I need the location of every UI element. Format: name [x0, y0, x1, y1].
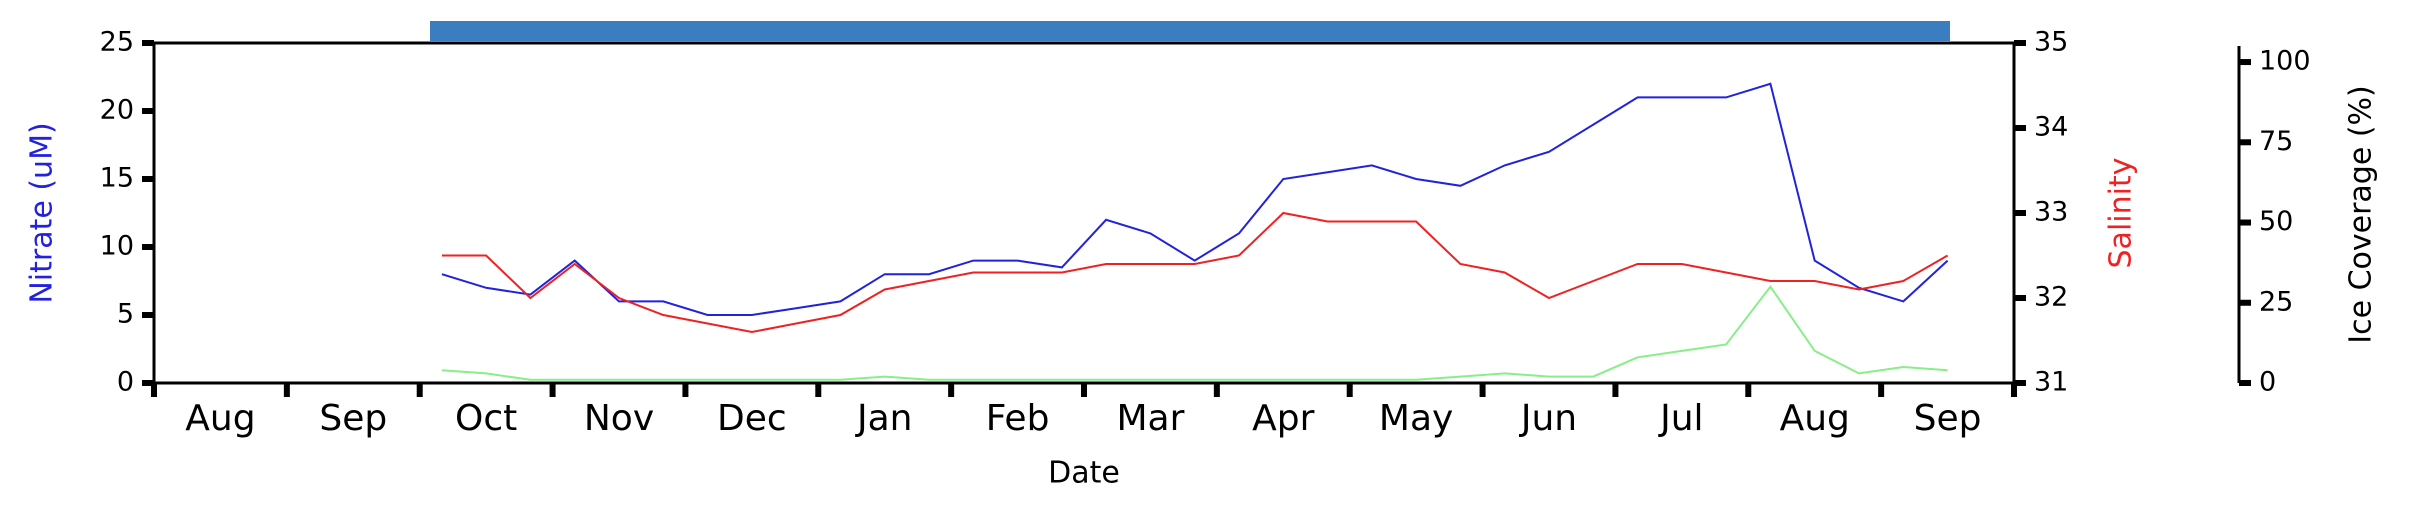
x-tick-label: Nov — [584, 398, 654, 439]
y2-tick-label: 31 — [2034, 367, 2068, 398]
series-line — [441, 211, 1949, 334]
y3-tick-label: 50 — [2259, 206, 2293, 237]
x-tick-label: Oct — [455, 398, 517, 439]
y-tick-label: 20 — [100, 95, 134, 126]
y-tick-label: 0 — [117, 367, 134, 398]
x-tick-label: Jul — [1658, 398, 1703, 439]
y3-tick-label: 25 — [2259, 286, 2293, 317]
y-tick-label: 15 — [100, 163, 134, 194]
x-tick-label: Sep — [319, 398, 387, 439]
axis-title: Ice Coverage (%) — [2344, 85, 2379, 344]
x-tick-label: Sep — [1914, 398, 1982, 439]
y2-tick-label: 35 — [2034, 27, 2068, 58]
y2-tick-label: 33 — [2034, 197, 2068, 228]
y3-tick-label: 0 — [2259, 367, 2276, 398]
x-tick-label: Feb — [986, 398, 1050, 439]
y2-tick-label: 32 — [2034, 282, 2068, 313]
y-tick-label: 5 — [117, 299, 134, 330]
series-line — [441, 82, 1949, 316]
axis-title: Salinity — [2104, 158, 2139, 269]
x-tick-label: Jan — [855, 398, 913, 439]
y3-tick-label: 100 — [2259, 46, 2311, 77]
y2-tick-label: 34 — [2034, 112, 2068, 143]
axis-title: Nitrate (uM) — [25, 122, 60, 303]
series-line — [441, 285, 1948, 381]
x-tick-label: Dec — [717, 398, 787, 439]
x-axis-title: Date — [1048, 456, 1120, 491]
y-tick-label: 10 — [100, 231, 134, 262]
y-tick-label: 25 — [100, 27, 134, 58]
x-tick-label: Jun — [1519, 398, 1577, 439]
x-tick-label: May — [1379, 398, 1453, 439]
x-tick-label: Aug — [1780, 398, 1850, 439]
x-tick-label: Apr — [1252, 398, 1314, 439]
x-tick-label: Mar — [1116, 398, 1184, 439]
coverage-bar — [430, 21, 1950, 41]
y3-tick-label: 75 — [2259, 126, 2293, 157]
x-tick-label: Aug — [185, 398, 255, 439]
